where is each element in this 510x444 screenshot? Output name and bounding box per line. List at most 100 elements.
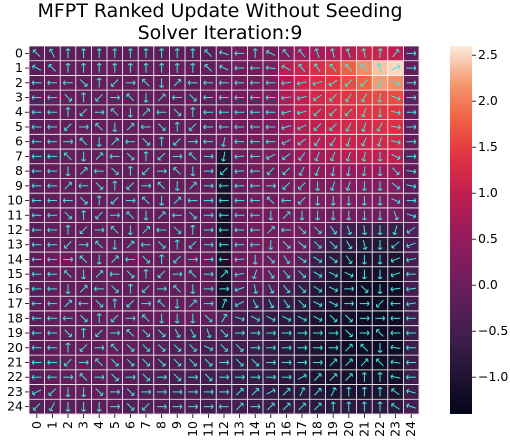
vector-arrow	[111, 255, 119, 264]
vector-arrow-head	[130, 48, 133, 51]
vector-arrow-head	[234, 212, 238, 216]
vector-arrow-head	[47, 139, 50, 143]
vector-arrow-head	[218, 111, 222, 115]
vector-arrow-head	[265, 111, 269, 115]
y-tick-label: 22	[7, 369, 23, 384]
vector-arrow	[157, 182, 166, 190]
vector-arrow-head	[117, 332, 120, 336]
vector-arrow-head	[159, 136, 162, 140]
vector-arrow	[79, 373, 88, 381]
vector-arrow-head	[195, 139, 198, 143]
vector-arrow-head	[282, 158, 286, 161]
vector-arrow-head	[347, 48, 351, 51]
vector-arrow	[329, 256, 338, 263]
vector-arrow-head	[406, 347, 409, 351]
vector-arrow-head	[250, 111, 253, 115]
vector-arrow	[142, 79, 150, 87]
vector-arrow-head	[31, 374, 35, 378]
vector-arrow	[142, 196, 150, 205]
vector-arrow-head	[332, 401, 336, 405]
vector-arrow-head	[203, 126, 206, 130]
vector-arrow	[142, 167, 150, 175]
vector-arrow-head	[47, 360, 50, 363]
vector-arrow-head	[234, 214, 238, 218]
vector-arrow-head	[164, 170, 167, 174]
vector-arrow-head	[192, 173, 196, 177]
vector-arrow-head	[179, 273, 183, 277]
vector-arrow-head	[350, 275, 354, 278]
vector-arrow-head	[297, 112, 301, 116]
vector-arrow	[79, 255, 88, 264]
vector-arrow-head	[179, 389, 183, 393]
vector-arrow-head	[301, 217, 305, 221]
vector-arrow	[391, 95, 401, 100]
vector-arrow-head	[203, 95, 206, 98]
vector-arrow-head	[47, 141, 50, 145]
vector-arrow	[173, 255, 181, 264]
vector-arrow	[390, 110, 401, 114]
vector-arrow-head	[117, 97, 120, 100]
vector-arrow	[142, 329, 150, 337]
vector-arrow-head	[379, 100, 383, 103]
vector-arrow-head	[406, 403, 410, 406]
vector-arrow-head	[218, 404, 222, 407]
vector-arrow-head	[273, 183, 276, 187]
vector-arrow-head	[234, 141, 238, 145]
vector-arrow-head	[361, 114, 364, 117]
vector-arrow-head	[413, 139, 417, 143]
vector-arrow	[266, 153, 276, 159]
vector-arrow	[234, 316, 245, 321]
vector-arrow-head	[361, 128, 364, 132]
vector-arrow-head	[187, 198, 191, 201]
vector-arrow-head	[272, 290, 275, 294]
vector-arrow-head	[31, 80, 35, 84]
vector-arrow-head	[379, 203, 383, 206]
y-tick-label: 12	[7, 222, 23, 237]
vector-arrow	[174, 328, 180, 338]
vector-arrow-head	[234, 82, 238, 86]
vector-arrow-head	[127, 48, 131, 51]
vector-arrow	[251, 358, 259, 367]
vector-arrow-head	[179, 271, 183, 275]
vector-arrow-head	[203, 82, 206, 86]
vector-arrow	[189, 211, 197, 219]
vector-arrow-head	[234, 168, 237, 172]
vector-arrow-head	[413, 67, 417, 71]
vector-arrow-head	[94, 288, 97, 292]
vector-arrow-head	[62, 200, 66, 204]
vector-arrow-head	[257, 345, 261, 349]
vector-arrow-head	[109, 271, 113, 275]
vector-arrow-head	[288, 360, 292, 363]
colorbar-tick-label: 2.5	[478, 47, 498, 62]
vector-arrow-head	[413, 95, 417, 98]
vector-arrow	[298, 196, 306, 205]
vector-arrow-head	[315, 217, 318, 221]
vector-arrow-head	[366, 332, 370, 336]
vector-arrow-head	[210, 404, 214, 407]
vector-arrow	[126, 329, 135, 337]
vector-arrow-head	[406, 404, 409, 408]
vector-arrow-head	[345, 158, 348, 162]
vector-arrow-head	[234, 50, 238, 54]
vector-arrow-head	[345, 173, 349, 177]
vector-arrow-head	[313, 64, 316, 68]
x-tick-label: 24	[403, 421, 418, 437]
vector-arrow-head	[331, 188, 335, 191]
vector-arrow	[189, 299, 197, 308]
vector-arrow-head	[377, 261, 381, 265]
vector-arrow-head	[413, 186, 417, 189]
vector-arrow-head	[345, 187, 348, 191]
vector-arrow-head	[298, 64, 300, 68]
vector-arrow-head	[390, 315, 394, 319]
vector-arrow-head	[390, 359, 394, 363]
vector-arrow-head	[176, 320, 180, 324]
vector-arrow-head	[364, 188, 367, 191]
vector-arrow-head	[161, 136, 165, 140]
vector-arrow-head	[86, 244, 89, 248]
vector-arrow	[390, 375, 401, 379]
y-tick-label: 13	[7, 237, 23, 252]
vector-arrow-head	[257, 376, 261, 380]
vector-arrow-head	[362, 129, 366, 132]
vector-arrow-head	[117, 330, 120, 334]
